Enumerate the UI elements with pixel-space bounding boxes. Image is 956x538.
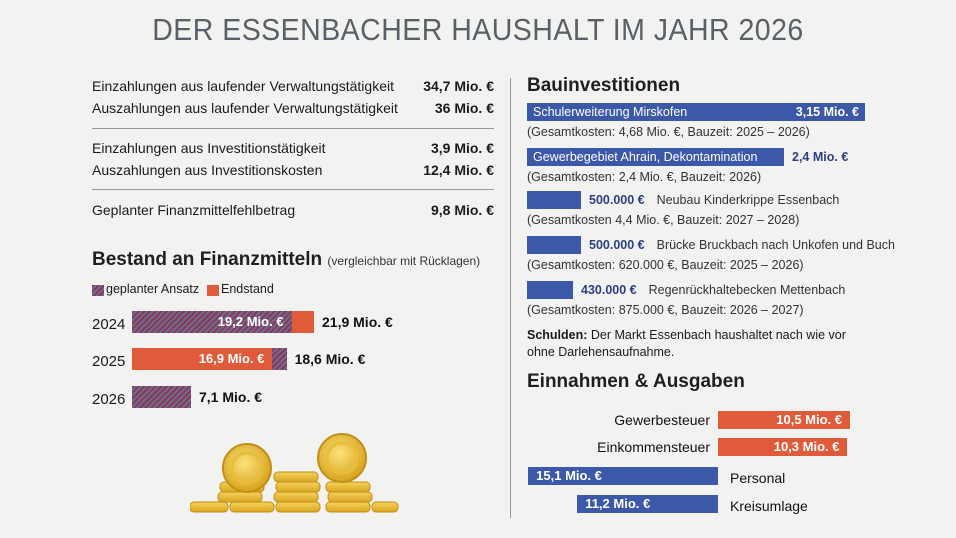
- project-side-text: 430.000 € Regenrückhaltebecken Mettenbach: [581, 283, 845, 297]
- finance-label: Einzahlungen aus Investitionstätigkeit: [92, 140, 326, 156]
- finance-label: Auszahlungen aus laufender Verwaltungstä…: [92, 100, 398, 116]
- project-details: (Gesamtkosten: 4,68 Mio. €, Bauzeit: 202…: [527, 125, 810, 139]
- finance-label: Auszahlungen aus Investitionskosten: [92, 162, 323, 178]
- bestand-subtitle: (vergleichbar mit Rücklagen): [327, 254, 481, 268]
- column-divider: [510, 78, 511, 518]
- bar-planned-label: 21,9 Mio. €: [322, 314, 393, 330]
- finance-label: Geplanter Finanzmittelfehlbetrag: [92, 202, 296, 218]
- ie-category-label: Personal: [730, 470, 786, 486]
- finance-value: 12,4 Mio. €: [423, 162, 494, 178]
- bar-final-label: 19,2 Mio. €: [217, 314, 284, 329]
- year-label: 2026: [92, 391, 126, 408]
- ie-bar-income: 10,5 Mio. €: [718, 411, 850, 429]
- year-label: 2024: [92, 316, 126, 333]
- ie-category-label: Kreisumlage: [730, 498, 808, 514]
- finance-row: Geplanter Finanzmittelfehlbetrag 9,8 Mio…: [92, 202, 494, 222]
- coin-stack-icon: [190, 471, 399, 513]
- project-bar: [527, 281, 573, 299]
- finance-value: 34,7 Mio. €: [423, 78, 494, 94]
- project-name: Neubau Kinderkrippe Essenbach: [656, 193, 840, 207]
- bestand-title: Bestand an Finanzmitteln: [92, 249, 323, 270]
- project-amount: 500.000 €: [589, 193, 645, 207]
- ie-category-label: Einkommensteuer: [597, 439, 710, 455]
- legend-swatch-planned: [92, 285, 104, 296]
- project-amount: 500.000 €: [589, 238, 645, 252]
- project-details: (Gesamtkosten: 875.000 €, Bauzeit: 2026 …: [527, 303, 804, 317]
- legend-label-final: Endstand: [221, 282, 274, 296]
- project-details: (Gesamtkosten: 620.000 €, Bauzeit: 2025 …: [527, 258, 804, 272]
- schulden-note: Schulden: Der Markt Essenbach haushaltet…: [527, 327, 847, 361]
- finance-value: 36 Mio. €: [434, 100, 494, 116]
- project-bar: [527, 191, 581, 209]
- project-details: (Gesamtkosten: 2,4 Mio. €, Bauzeit: 2026…: [527, 170, 762, 184]
- legend-label-planned: geplanter Ansatz: [106, 282, 200, 296]
- project-bar: [527, 236, 581, 254]
- finance-row: Auszahlungen aus Investitionskosten 12,4…: [92, 162, 494, 182]
- finance-value: 9,8 Mio. €: [430, 202, 494, 218]
- bar-final-end: [291, 311, 314, 333]
- bestand-heading: Bestand an Finanzmitteln (vergleichbar m…: [92, 249, 480, 271]
- bar-final-label: 16,9 Mio. €: [198, 351, 265, 366]
- project-details: (Gesamtkosten 4,4 Mio. €, Bauzeit: 2027 …: [527, 213, 800, 227]
- ie-bar-income: 10,3 Mio. €: [718, 438, 848, 456]
- coins-illustration: [190, 433, 399, 513]
- page-title: DER ESSENBACHER HAUSHALT IM JAHR 2026: [152, 12, 804, 47]
- project-amount: 2,4 Mio. €: [792, 150, 849, 164]
- finance-row: Einzahlungen aus Investitionstätigkeit 3…: [92, 140, 494, 160]
- schulden-text: Der Markt Essenbach haushaltet nach wie …: [527, 328, 846, 359]
- finance-label: Einzahlungen aus laufender Verwaltungstä…: [92, 78, 394, 94]
- ie-heading: Einnahmen & Ausgaben: [527, 371, 745, 392]
- ie-bar-expense: 11,2 Mio. €: [577, 495, 718, 513]
- project-name: Schulerweiterung Mirskofen: [533, 105, 688, 119]
- project-name: Brücke Bruckbach nach Unkofen und Buch: [656, 238, 895, 252]
- project-side-text: 500.000 € Neubau Kinderkrippe Essenbach: [589, 193, 839, 207]
- project-side-text: 500.000 € Brücke Bruckbach nach Unkofen u…: [589, 238, 895, 252]
- project-name: Regenrückhaltebecken Mettenbach: [648, 283, 846, 297]
- finance-row: Einzahlungen aus laufender Verwaltungstä…: [92, 78, 494, 98]
- divider: [92, 189, 494, 190]
- bar-final: 16,9 Mio. €: [132, 348, 273, 370]
- project-amount: 3,15 Mio. €: [795, 105, 859, 119]
- legend-swatch-final: [207, 285, 219, 296]
- finance-row: Auszahlungen aus laufender Verwaltungstä…: [92, 100, 494, 120]
- bar-final: 19,2 Mio. €: [132, 311, 292, 333]
- ie-category-label: Gewerbesteuer: [614, 412, 710, 428]
- project-bar: Gewerbegebiet Ahrain, Dekontamination: [527, 148, 784, 166]
- project-amount: 430.000 €: [581, 283, 637, 297]
- year-label: 2025: [92, 353, 126, 370]
- bar-planned-label: 7,1 Mio. €: [199, 389, 263, 405]
- coin-icon: [222, 443, 272, 493]
- coin-icon: [317, 433, 367, 483]
- project-name: Gewerbegebiet Ahrain, Dekontamination: [533, 150, 758, 164]
- bau-heading: Bauinvestitionen: [527, 75, 681, 96]
- bar-planned-label: 18,6 Mio. €: [294, 351, 366, 367]
- divider: [92, 128, 494, 129]
- ie-bar-expense: 15,1 Mio. €: [528, 467, 718, 485]
- bar-planned: [132, 311, 314, 333]
- schulden-label: Schulden:: [527, 328, 588, 342]
- project-bar: Schulerweiterung Mirskofen 3,15 Mio. €: [527, 103, 865, 121]
- finance-value: 3,9 Mio. €: [430, 140, 494, 156]
- bar-planned: [132, 386, 191, 408]
